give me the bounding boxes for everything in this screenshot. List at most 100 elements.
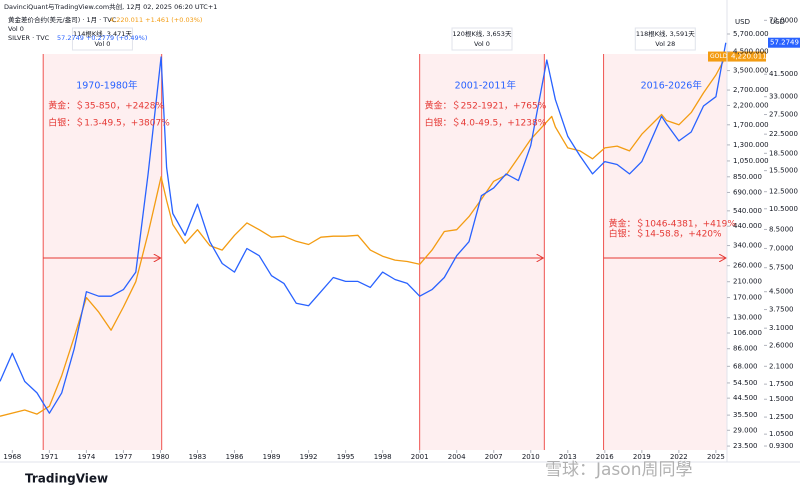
labels: 114根K线, 3,471天 Vol 0 1970-1980年黄金：＄35-850，… bbox=[48, 27, 800, 240]
range-vol: Vol 0 bbox=[94, 40, 110, 48]
y2-tick-label: 72.0000 bbox=[769, 16, 798, 24]
y2-tick-label: 15.5000 bbox=[769, 167, 798, 175]
y-tick-label: 540.000 bbox=[733, 207, 762, 215]
gold-symbol: 黄金差价合约(美元/盎司) · 1月 · TVC bbox=[8, 15, 117, 24]
y-tick-label: 86.000 bbox=[733, 345, 758, 353]
price-tag bbox=[768, 37, 800, 48]
currency: USD bbox=[735, 18, 750, 26]
price-tag bbox=[708, 51, 766, 62]
y2-tick-label: 2.6000 bbox=[769, 341, 794, 349]
x-tick-label: 1980 bbox=[152, 453, 170, 461]
price-tag-label: 4,220.011 bbox=[731, 53, 767, 61]
y-tick-label: 1,050.000 bbox=[733, 157, 769, 165]
y2-tick-label: 7.0000 bbox=[769, 244, 794, 252]
y2-tick-label: 4.5000 bbox=[769, 288, 794, 296]
logo: TradingView bbox=[25, 472, 108, 486]
x-tick-label: 2022 bbox=[670, 453, 688, 461]
range-bars: 118根K线, 3,591天 bbox=[636, 29, 695, 38]
price-tag-name: GOLD bbox=[710, 53, 728, 60]
y-tick-label: 130.000 bbox=[733, 314, 762, 322]
y-tick-label: 1,300.000 bbox=[733, 141, 769, 149]
y-tick-label: 260.000 bbox=[733, 262, 762, 270]
y-tick-label: 210.000 bbox=[733, 278, 762, 286]
region-silver: 白银：＄14-58.8，+420% bbox=[609, 228, 722, 240]
y2-tick-label: 10.5000 bbox=[769, 205, 798, 213]
x-tick-label: 1998 bbox=[374, 453, 392, 461]
price-tag-label: 57.2749 bbox=[770, 39, 799, 47]
y-tick-label: 29.000 bbox=[733, 426, 758, 434]
y2-tick-label: 12.5000 bbox=[769, 188, 798, 196]
region-title: 2001-2011年 bbox=[455, 80, 517, 92]
range-box bbox=[71, 27, 133, 51]
region-gold: 黄金：＄35-850，+2428% bbox=[48, 100, 164, 112]
y-tick-label: 35.500 bbox=[733, 411, 758, 419]
x-tick-label: 2025 bbox=[707, 453, 725, 461]
currency: USD bbox=[770, 18, 785, 26]
region-gold: 黄金：＄1046-4381，+419% bbox=[609, 218, 737, 230]
x-tick-label: 2001 bbox=[411, 453, 429, 461]
range-box bbox=[451, 27, 513, 51]
y-tick-label: 23.500 bbox=[733, 442, 758, 450]
y2-tick-label: 1.7500 bbox=[769, 380, 794, 388]
y2-tick-label: 1.0500 bbox=[769, 430, 794, 438]
lines bbox=[0, 42, 727, 417]
range-vol: Vol 28 bbox=[655, 40, 675, 48]
series-line bbox=[0, 56, 727, 417]
regions bbox=[42, 54, 728, 450]
x-tick-label: 2016 bbox=[596, 453, 614, 461]
x-tick-label: 2013 bbox=[559, 453, 577, 461]
watermark: 雪球：Jason周同學 bbox=[545, 460, 692, 480]
y2-tick-label: 2.1000 bbox=[769, 362, 794, 370]
y-tick-label: 850.000 bbox=[733, 173, 762, 181]
silver-quote: 57.2749 +0.2779 (+0.49%) bbox=[57, 34, 147, 42]
series-line bbox=[0, 42, 727, 414]
y2-tick-label: 27.5000 bbox=[769, 111, 798, 119]
x-tick-label: 1992 bbox=[300, 453, 318, 461]
region bbox=[419, 54, 545, 450]
region-silver: 白银：＄1.3-49.5，+3807% bbox=[48, 117, 170, 129]
x-tick-label: 1986 bbox=[226, 453, 244, 461]
x-tick-label: 1968 bbox=[3, 453, 21, 461]
region bbox=[43, 54, 162, 450]
region-gold: 黄金：＄252-1921，+765% bbox=[425, 100, 547, 112]
y-tick-label: 340.000 bbox=[733, 242, 762, 250]
range-bars: 114根K线, 3,471天 bbox=[73, 29, 132, 38]
y-tick-label: 170.000 bbox=[733, 294, 762, 302]
region-silver: 白银：＄4.0-49.5，+1238% bbox=[425, 117, 547, 129]
y-tick-label: 440.000 bbox=[733, 222, 762, 230]
x-tick-label: 1983 bbox=[189, 453, 207, 461]
y-tick-label: 3,500.000 bbox=[733, 67, 769, 75]
range-bars: 120根K线, 3,653天 bbox=[453, 29, 512, 38]
y-tick-label: 1,700.000 bbox=[733, 121, 769, 129]
credit: DavinciQuant与TradingView.com共创, 12月 02, … bbox=[4, 2, 217, 11]
region-title: 1970-1980年 bbox=[76, 80, 138, 92]
y2-tick-label: 0.9300 bbox=[769, 442, 794, 450]
y-tick-label: 2,700.000 bbox=[733, 86, 769, 94]
y2-tick-label: 41.5000 bbox=[769, 70, 798, 78]
y-tick-label: 54.500 bbox=[733, 379, 758, 387]
gold-quote: 4,220.011 +1.461 (+0.03%) bbox=[110, 16, 202, 24]
y-tick-label: 68.000 bbox=[733, 362, 758, 370]
y-tick-label: 2,200.000 bbox=[733, 101, 769, 109]
silver-symbol: SILVER · TVC bbox=[8, 34, 50, 42]
range-vol: Vol 0 bbox=[474, 40, 490, 48]
y-tick-label: 44.500 bbox=[733, 394, 758, 402]
x-tick-label: 1971 bbox=[40, 453, 58, 461]
y-tick-label: 106.000 bbox=[733, 329, 762, 337]
x-tick-label: 2010 bbox=[522, 453, 540, 461]
x-tick-label: 1974 bbox=[77, 453, 95, 461]
region bbox=[603, 54, 727, 450]
y2-tick-label: 1.2500 bbox=[769, 413, 794, 421]
x-tick-label: 2007 bbox=[485, 453, 503, 461]
y2-tick-label: 3.1000 bbox=[769, 324, 794, 332]
x-tick-label: 1995 bbox=[337, 453, 355, 461]
y2-tick-label: 5.7500 bbox=[769, 264, 794, 272]
y2-tick-label: 3.7500 bbox=[769, 306, 794, 314]
range-box bbox=[634, 27, 696, 51]
y-tick-label: 4,500.000 bbox=[733, 48, 769, 56]
y2-tick-label: 22.5000 bbox=[769, 130, 798, 138]
y2-tick-label: 33.0000 bbox=[769, 93, 798, 101]
x-tick-label: 1989 bbox=[263, 453, 281, 461]
